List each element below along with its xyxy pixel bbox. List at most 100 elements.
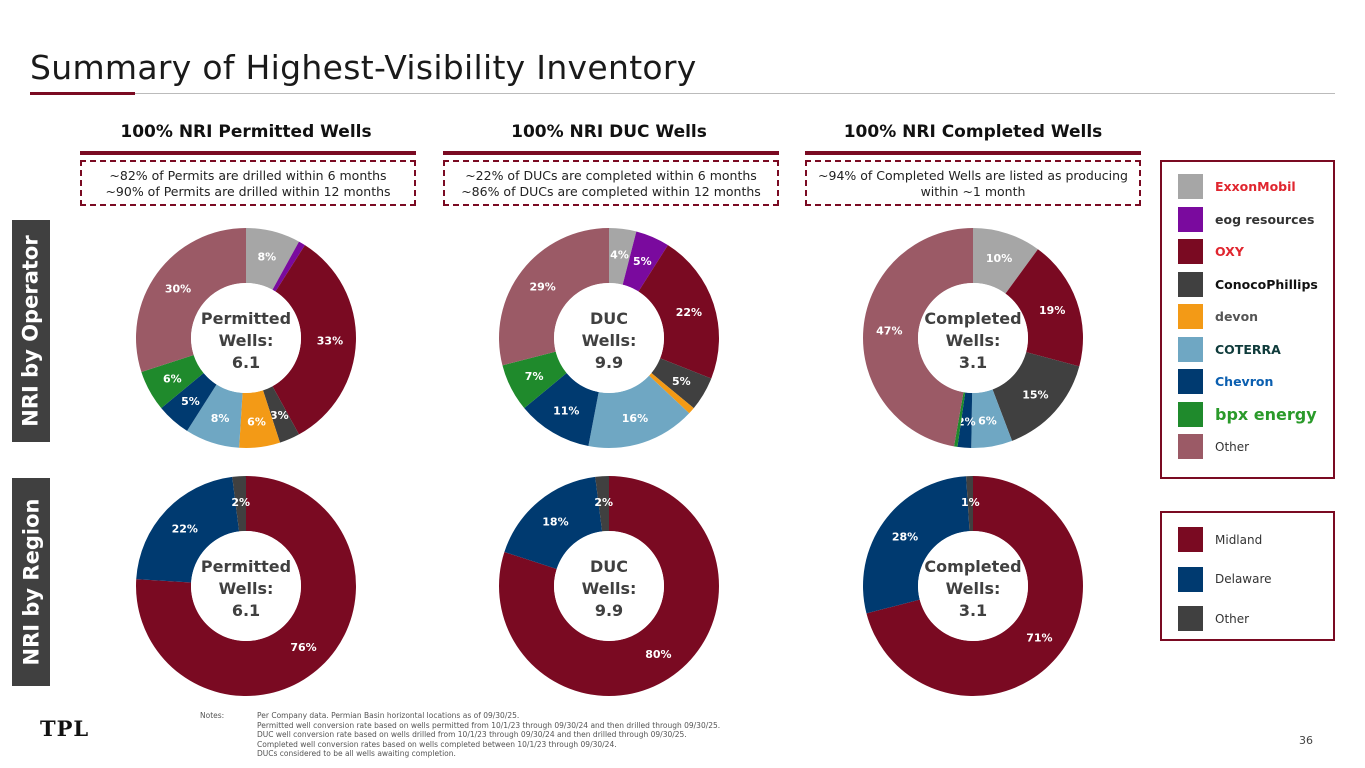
column-bar [80,151,416,155]
donut-hole [191,531,301,641]
legend-swatch [1178,336,1203,362]
footnotes: Notes: Per Company data. Permian Basin h… [200,711,720,759]
note-box-permitted: ~82% of Permits are drilled within 6 mon… [80,160,416,206]
donut-slice-midland [136,476,356,696]
title-divider [30,93,1335,94]
legend-item: OXY [1178,239,1244,264]
donut-slice-oxy [1005,249,1083,367]
side-label-operator: NRI by Operator [12,220,50,442]
region-legend: Midland Delaware Other [1160,511,1335,641]
note-text: DUC well conversion rate based on wells … [257,730,687,739]
note-line: ~94% of Completed Wells are listed as pr… [818,168,1128,183]
legend-swatch [1178,369,1203,394]
legend-label: COTERRA [1215,341,1281,357]
note-text: Per Company data. Permian Basin horizont… [257,711,520,720]
slice-label: 71% [1026,631,1052,644]
slice-label: 47% [876,325,902,338]
donut-slice-chevron [161,373,217,431]
donut-slice-exxonmobil [246,228,299,290]
donut-hole [191,283,301,393]
slice-label: 18% [542,515,568,528]
legend-swatch [1178,606,1203,631]
donut-slice-oxy [638,245,719,379]
slice-label: 4% [610,249,629,262]
donut-slice-conocophillips [262,386,299,443]
slice-label: 33% [317,335,343,348]
slice-label: 5% [633,255,652,268]
donut-hole [554,283,664,393]
legend-swatch [1178,174,1203,199]
donut-slice-devon [239,390,280,448]
title-accent [30,92,135,95]
donut-slice-oxy [272,245,357,435]
donut-slice-chevron [957,392,973,448]
legend-item: bpx energy [1178,401,1317,427]
note-text: Permitted well conversion rate based on … [257,720,721,730]
note-line: ~90% of Permits are drilled within 12 mo… [105,184,391,199]
center-label: 9.9 [595,353,623,372]
legend-item: ExxonMobil [1178,174,1296,199]
slice-label: 22% [172,522,198,535]
note-text: Completed well conversion rates based on… [257,739,617,749]
legend-label: Midland [1215,532,1263,547]
slice-label: 28% [892,531,918,544]
legend-swatch [1178,239,1203,264]
slice-label: 2% [594,496,613,509]
donut-slice-exxonmobil [609,228,637,285]
legend-label: Other [1215,439,1250,454]
donut-slice-other [136,228,246,372]
note-line: ~22% of DUCs are completed within 6 mont… [465,168,757,183]
legend-item: ConocoPhillips [1178,271,1318,297]
legend-item: Other [1178,434,1249,459]
center-label: 3.1 [959,353,987,372]
slice-label: 11% [553,404,579,417]
legend-label: Other [1215,611,1250,626]
donut-slice-conocophillips [992,352,1080,441]
legend-label: Delaware [1215,572,1272,586]
donut-slice-delaware [136,476,240,583]
donut-slice-eog-resources [272,241,305,292]
donut-hole [554,531,664,641]
operator-legend: ExxonMobil eog resources OXY ConocoPhillips… [1160,160,1335,479]
legend-swatch [1178,566,1203,592]
legend-label: devon [1215,309,1259,324]
donut-slice-midland [866,476,1083,696]
donut-slice-bpx-energy [502,351,567,409]
slice-label: 5% [181,395,200,408]
donut-slice-coterra [588,375,690,448]
center-label: Permitted [201,557,291,576]
center-label: Wells: [219,331,274,350]
donut-slice-other [595,476,609,532]
legend-label: Chevron [1215,374,1274,389]
slice-label: 6% [247,415,266,428]
slice-label: 8% [211,412,230,425]
legend-label: ConocoPhillips [1215,276,1318,292]
note-line: ~86% of DUCs are completed within 12 mon… [461,184,761,199]
slice-label: 10% [986,252,1012,265]
center-label: 3.1 [959,601,987,620]
donut-slice-other [862,228,973,447]
center-label: Wells: [946,331,1001,350]
slice-label: 15% [1022,388,1048,401]
legend-swatch [1178,527,1203,552]
donut-slice-conocophillips [651,358,712,409]
donut-chart: 80% 18% 2% DUC Wells: 9.9 [499,476,719,696]
center-label: 6.1 [232,601,260,620]
donut-slice-chevron [524,373,599,447]
legend-swatch [1178,206,1203,232]
slice-label: 29% [529,281,555,294]
center-label: Wells: [582,579,637,598]
column-header-duc: 100% NRI DUC Wells [511,122,707,142]
donut-chart: 76% 22% 2% Permitted Wells: 6.1 [136,476,356,696]
legend-label: OXY [1215,244,1244,259]
slice-label: 2% [231,496,250,509]
center-label: Wells: [582,331,637,350]
legend-item: devon [1178,304,1258,329]
slice-label: 30% [165,283,191,296]
slice-label: 3% [270,409,289,422]
donut-hole [918,531,1028,641]
column-header-completed: 100% NRI Completed Wells [843,122,1103,142]
side-label-region: NRI by Region [12,478,50,686]
page-number: 36 [1299,734,1313,747]
donut-slice-delaware [504,476,603,570]
